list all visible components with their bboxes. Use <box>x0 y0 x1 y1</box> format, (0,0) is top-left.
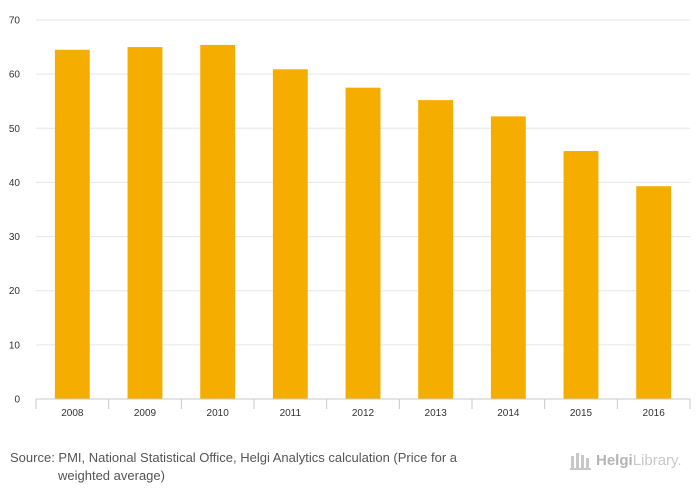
x-tick-label: 2012 <box>352 408 375 419</box>
source-line-2: weighted average) <box>58 468 165 483</box>
helgilibrary-logo-icon <box>570 453 591 470</box>
bar-2009[interactable] <box>127 47 163 399</box>
bar-2008[interactable] <box>54 49 90 400</box>
bar-chart: 0 10 20 30 40 50 60 70 2008 2009 2010 2011 2012 2013… <box>9 16 691 419</box>
x-tick-label: 2010 <box>207 408 230 419</box>
bars <box>54 44 672 400</box>
logo-text-library: Library. <box>632 451 682 469</box>
y-tick-label: 40 <box>9 178 21 189</box>
y-tick-label: 70 <box>9 16 21 27</box>
bar-2015[interactable] <box>563 151 599 399</box>
x-tick-label: 2009 <box>134 408 157 419</box>
y-tick-label: 10 <box>9 340 21 351</box>
y-tick-label: 0 <box>14 395 20 406</box>
bar-2016[interactable] <box>636 186 672 399</box>
bar-2012[interactable] <box>345 87 381 399</box>
source-line-1: Source: PMI, National Statistical Office… <box>10 450 458 465</box>
helgilibrary-logo[interactable]: Helgi Library. <box>570 449 682 471</box>
x-axis: 2008 2009 2010 2011 2012 2013 2014 2015 2016 <box>35 398 691 419</box>
x-tick-label: 2016 <box>643 408 666 419</box>
y-axis-ticks: 0 10 20 30 40 50 60 70 <box>9 16 21 406</box>
y-tick-label: 30 <box>9 232 21 243</box>
x-tick-label: 2015 <box>570 408 593 419</box>
bar-2011[interactable] <box>272 69 308 400</box>
x-tick-label: 2011 <box>280 408 302 419</box>
source-note: Source: PMI, National Statistical Office… <box>10 449 530 485</box>
logo-text-helgi: Helgi <box>596 451 633 469</box>
bar-2013[interactable] <box>418 100 454 399</box>
x-tick-label: 2014 <box>497 408 520 419</box>
x-tick-label: 2008 <box>61 408 84 419</box>
x-tick-label: 2013 <box>425 408 448 419</box>
y-tick-label: 20 <box>9 286 21 297</box>
bar-2014[interactable] <box>490 116 526 400</box>
bar-2010[interactable] <box>200 44 236 400</box>
y-tick-label: 50 <box>9 124 21 135</box>
y-tick-label: 60 <box>9 70 21 81</box>
